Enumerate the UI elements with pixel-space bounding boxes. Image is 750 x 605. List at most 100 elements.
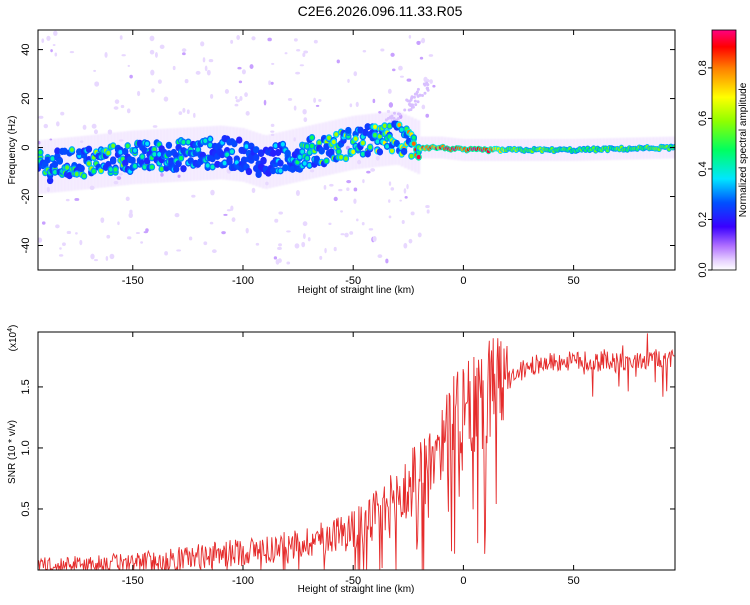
spectrogram-speck <box>235 96 238 100</box>
top-y-tick-label: 40 <box>20 43 32 55</box>
spectrogram-peak-cell <box>152 147 157 152</box>
spectrogram-speck <box>425 113 430 118</box>
spectrogram-speck <box>235 99 241 103</box>
spectrogram-speck <box>399 75 404 78</box>
spectrogram-speck <box>278 243 282 247</box>
spectrogram-peak-cell <box>50 156 55 161</box>
spectrogram-speck <box>336 59 340 64</box>
chart-title: C2E6.2026.096.11.33.R05 <box>298 3 463 19</box>
spectrogram-peak-cell <box>152 152 157 157</box>
spectrogram-speck <box>293 38 298 42</box>
spectrogram-speck <box>420 40 425 43</box>
spectrogram-cell <box>289 165 296 173</box>
spectrogram-peak-cell <box>399 127 404 132</box>
spectrogram-speck <box>398 65 403 71</box>
spectrogram-speck <box>202 57 206 63</box>
spectrogram-peak-cell <box>317 140 322 145</box>
spectrogram-speck <box>178 111 183 115</box>
spectrogram-cell <box>122 147 129 156</box>
spectrogram-speck <box>182 107 186 113</box>
spectrogram-speck <box>270 123 275 128</box>
spectrogram-peak-cell <box>86 161 91 166</box>
spectrogram-halo-cell <box>205 126 209 181</box>
spectrogram-cell <box>253 146 260 154</box>
spectrogram-speck <box>277 246 282 250</box>
spectrogram-cell <box>122 159 129 167</box>
spectrogram-speck <box>126 108 131 114</box>
spectrogram-speck <box>121 54 126 57</box>
spectrogram-peak-cell <box>326 135 331 141</box>
spectrogram-speck <box>417 232 422 238</box>
spectrogram-peak-cell <box>278 168 283 174</box>
spectrogram-peak-cell <box>411 141 416 146</box>
spectrogram-speck <box>65 198 70 202</box>
spectrogram-halo-cell <box>258 133 262 188</box>
spectrogram-cell <box>180 165 187 173</box>
spectrogram-speck <box>274 218 279 223</box>
spectrogram-speck <box>224 89 229 94</box>
spectrogram-speck <box>392 111 396 115</box>
spectrogram-peak-cell <box>309 143 314 149</box>
spectrogram-halo-cell <box>103 133 107 188</box>
spectrogram-speck <box>203 241 208 246</box>
spectrogram-speck <box>140 241 144 244</box>
spectrogram-panel: -150 -100 -50 0 50 -40 -20 0 20 40 Height of str… <box>7 29 676 296</box>
spectrogram-speck <box>230 205 234 211</box>
spectrogram-speck <box>149 35 155 42</box>
spectrogram-speck <box>275 259 280 265</box>
spectrogram-peak-cell <box>208 136 213 142</box>
spectrogram-halo-cell <box>344 117 348 172</box>
spectrogram-speck <box>416 94 420 98</box>
spectrogram-speck <box>226 209 232 212</box>
spectrogram-cell <box>54 147 61 155</box>
spectrogram-peak-cell <box>305 144 310 149</box>
spectrogram-peak-cell <box>113 167 118 172</box>
spectrogram-speck <box>46 35 51 41</box>
colorbar-ticks: 0.0 0.2 0.4 0.6 0.8 <box>697 60 712 278</box>
spectrogram-peak-cell <box>302 161 307 166</box>
spectrogram-cell <box>257 149 265 158</box>
spectrogram-speck <box>416 40 421 45</box>
spectrogram-peak-cell <box>409 153 414 159</box>
spectrogram-peak-cell <box>118 150 123 155</box>
spectrogram-speck <box>392 68 396 72</box>
spectrogram-frame <box>37 29 676 271</box>
spectrogram-cell <box>345 126 352 135</box>
spectrogram-speck <box>116 176 122 180</box>
spectrogram-speck <box>406 183 409 190</box>
spectrogram-speck <box>55 224 60 229</box>
spectrogram-speck <box>38 237 43 243</box>
spectrogram-speck <box>392 116 396 120</box>
bottom-x-tick-label: 0 <box>460 575 466 587</box>
spectrogram-peak-cell <box>74 171 79 177</box>
spectrogram-speck <box>370 168 376 172</box>
spectrogram-speck <box>377 254 383 258</box>
spectrogram-peak-cell <box>385 144 390 149</box>
spectrogram-peak-cell <box>343 156 348 161</box>
spectrogram-speck <box>136 90 141 97</box>
spectrogram-peak-cell <box>82 173 87 179</box>
spectrogram-speck <box>208 59 214 63</box>
spectrogram-speck <box>174 213 180 218</box>
colorbar-gradient <box>711 29 737 271</box>
spectrogram-speck <box>410 103 414 107</box>
top-x-tick-label: 50 <box>567 275 579 287</box>
spectrogram-cell <box>269 167 277 175</box>
spectrogram-speck <box>388 215 392 219</box>
top-y-tick-label: 20 <box>20 92 32 104</box>
spectrogram-speck <box>186 109 190 115</box>
spectrogram-speck <box>50 49 53 53</box>
colorbar-tick-label: 0.2 <box>697 212 709 227</box>
spectrogram-speck <box>429 79 433 84</box>
spectrogram-cell <box>240 156 248 164</box>
spectrogram-speck <box>380 48 385 52</box>
spectrogram-speck <box>209 221 214 225</box>
spectrogram-speck <box>388 199 391 203</box>
spectrogram-speck <box>58 254 64 257</box>
spectrogram-speck <box>432 84 436 88</box>
spectrogram-speck <box>353 198 357 204</box>
bottom-x-tick-label: -100 <box>232 575 254 587</box>
spectrogram-cell <box>219 151 226 159</box>
spectrogram-cell <box>76 148 83 156</box>
spectrogram-cell <box>141 147 148 155</box>
